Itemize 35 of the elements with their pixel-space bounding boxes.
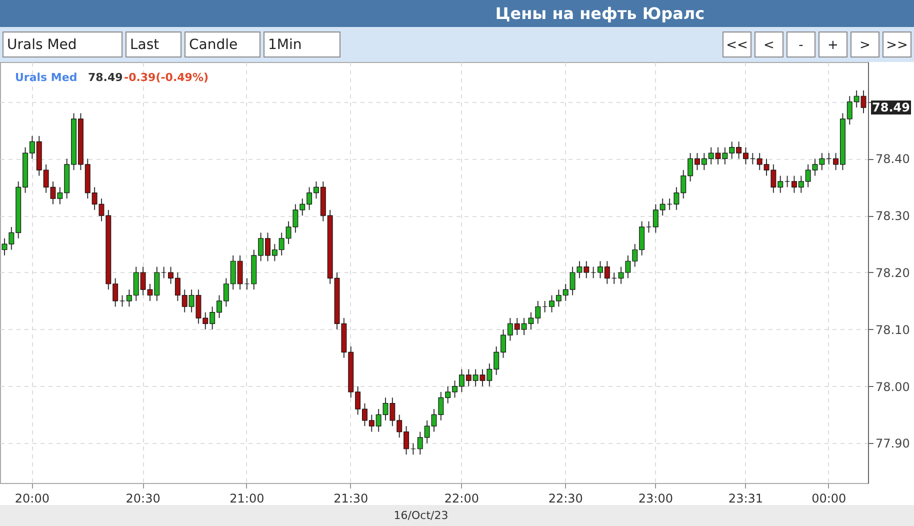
x-tick-label: 00:00 — [812, 492, 846, 506]
annotation: -0.39(-0.49%) — [124, 71, 208, 84]
candlestick — [410, 442, 416, 456]
x-tick-label: 21:00 — [230, 492, 264, 506]
annotation: Urals Med — [15, 71, 78, 84]
x-tick-label: 21:30 — [334, 492, 368, 506]
x-tick-label: 20:30 — [126, 492, 160, 506]
chart-title: Цены на нефть Юралс — [495, 4, 705, 23]
text: << — [726, 38, 748, 53]
text: Candle — [189, 37, 238, 53]
annotation: 78.49 — [88, 71, 123, 84]
text: Last — [130, 37, 160, 53]
text: >> — [886, 38, 908, 53]
candlestick — [646, 220, 652, 234]
text: 16/Oct/23 — [394, 509, 448, 522]
y-tick-label: 78.10 — [876, 322, 910, 337]
y-tick-label: 78.30 — [876, 209, 910, 224]
x-tick-label: 20:00 — [14, 492, 50, 506]
x-tick-label: 22:00 — [444, 492, 480, 506]
text: Urals Med — [7, 37, 77, 53]
text: < — [764, 38, 774, 53]
text: > — [860, 38, 870, 53]
y-tick-label: 77.90 — [876, 436, 910, 451]
candlestick — [784, 175, 790, 188]
x-tick-label: 22:30 — [548, 492, 583, 506]
y-tick-label: 78.00 — [876, 380, 910, 394]
text: - — [798, 38, 804, 53]
y-tick-label: 78.20 — [876, 266, 910, 280]
x-tick-label: 23:00 — [638, 492, 673, 506]
text: + — [828, 38, 838, 53]
annotation: 78.49 — [872, 100, 910, 115]
candlestick — [120, 294, 125, 308]
y-tick-label: 78.40 — [876, 152, 910, 166]
text: 1Min — [268, 37, 302, 53]
x-tick-label: 23:31 — [728, 492, 764, 506]
